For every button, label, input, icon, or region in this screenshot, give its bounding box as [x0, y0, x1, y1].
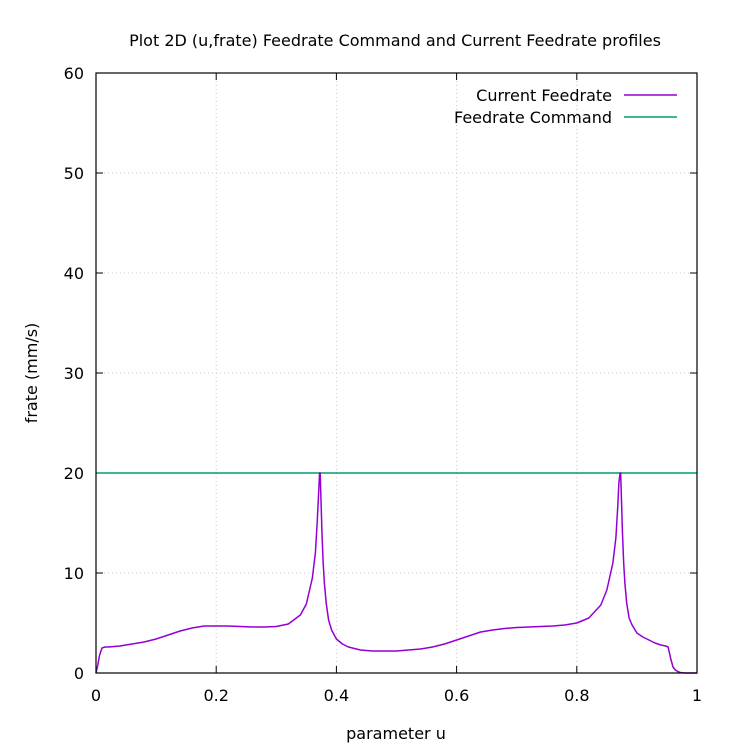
y-tick-label: 50 — [64, 164, 84, 183]
y-axis-label: frate (mm/s) — [22, 323, 41, 424]
x-tick-label: 0.6 — [444, 686, 469, 705]
y-tick-label: 30 — [64, 364, 84, 383]
x-tick-label: 0.8 — [564, 686, 589, 705]
y-tick-label: 40 — [64, 264, 84, 283]
y-tick-label: 20 — [64, 464, 84, 483]
legend: Current Feedrate Feedrate Command — [454, 86, 677, 127]
chart-title: Plot 2D (u,frate) Feedrate Command and C… — [129, 31, 661, 50]
y-tick-label: 10 — [64, 564, 84, 583]
legend-label-current-feedrate: Current Feedrate — [476, 86, 612, 105]
x-axis-label: parameter u — [346, 724, 446, 743]
legend-label-feedrate-command: Feedrate Command — [454, 108, 612, 127]
plot-frame — [95, 72, 698, 674]
x-tick-label: 0.4 — [324, 686, 349, 705]
x-tick-label: 0.2 — [203, 686, 228, 705]
y-tick-label: 0 — [74, 664, 84, 683]
x-tick-label: 0 — [91, 686, 101, 705]
y-tick-label: 60 — [64, 64, 84, 83]
x-tick-label: 1 — [692, 686, 702, 705]
series-layer — [95, 472, 697, 674]
grid — [96, 73, 697, 673]
series-line-current-feedrate — [95, 472, 697, 674]
